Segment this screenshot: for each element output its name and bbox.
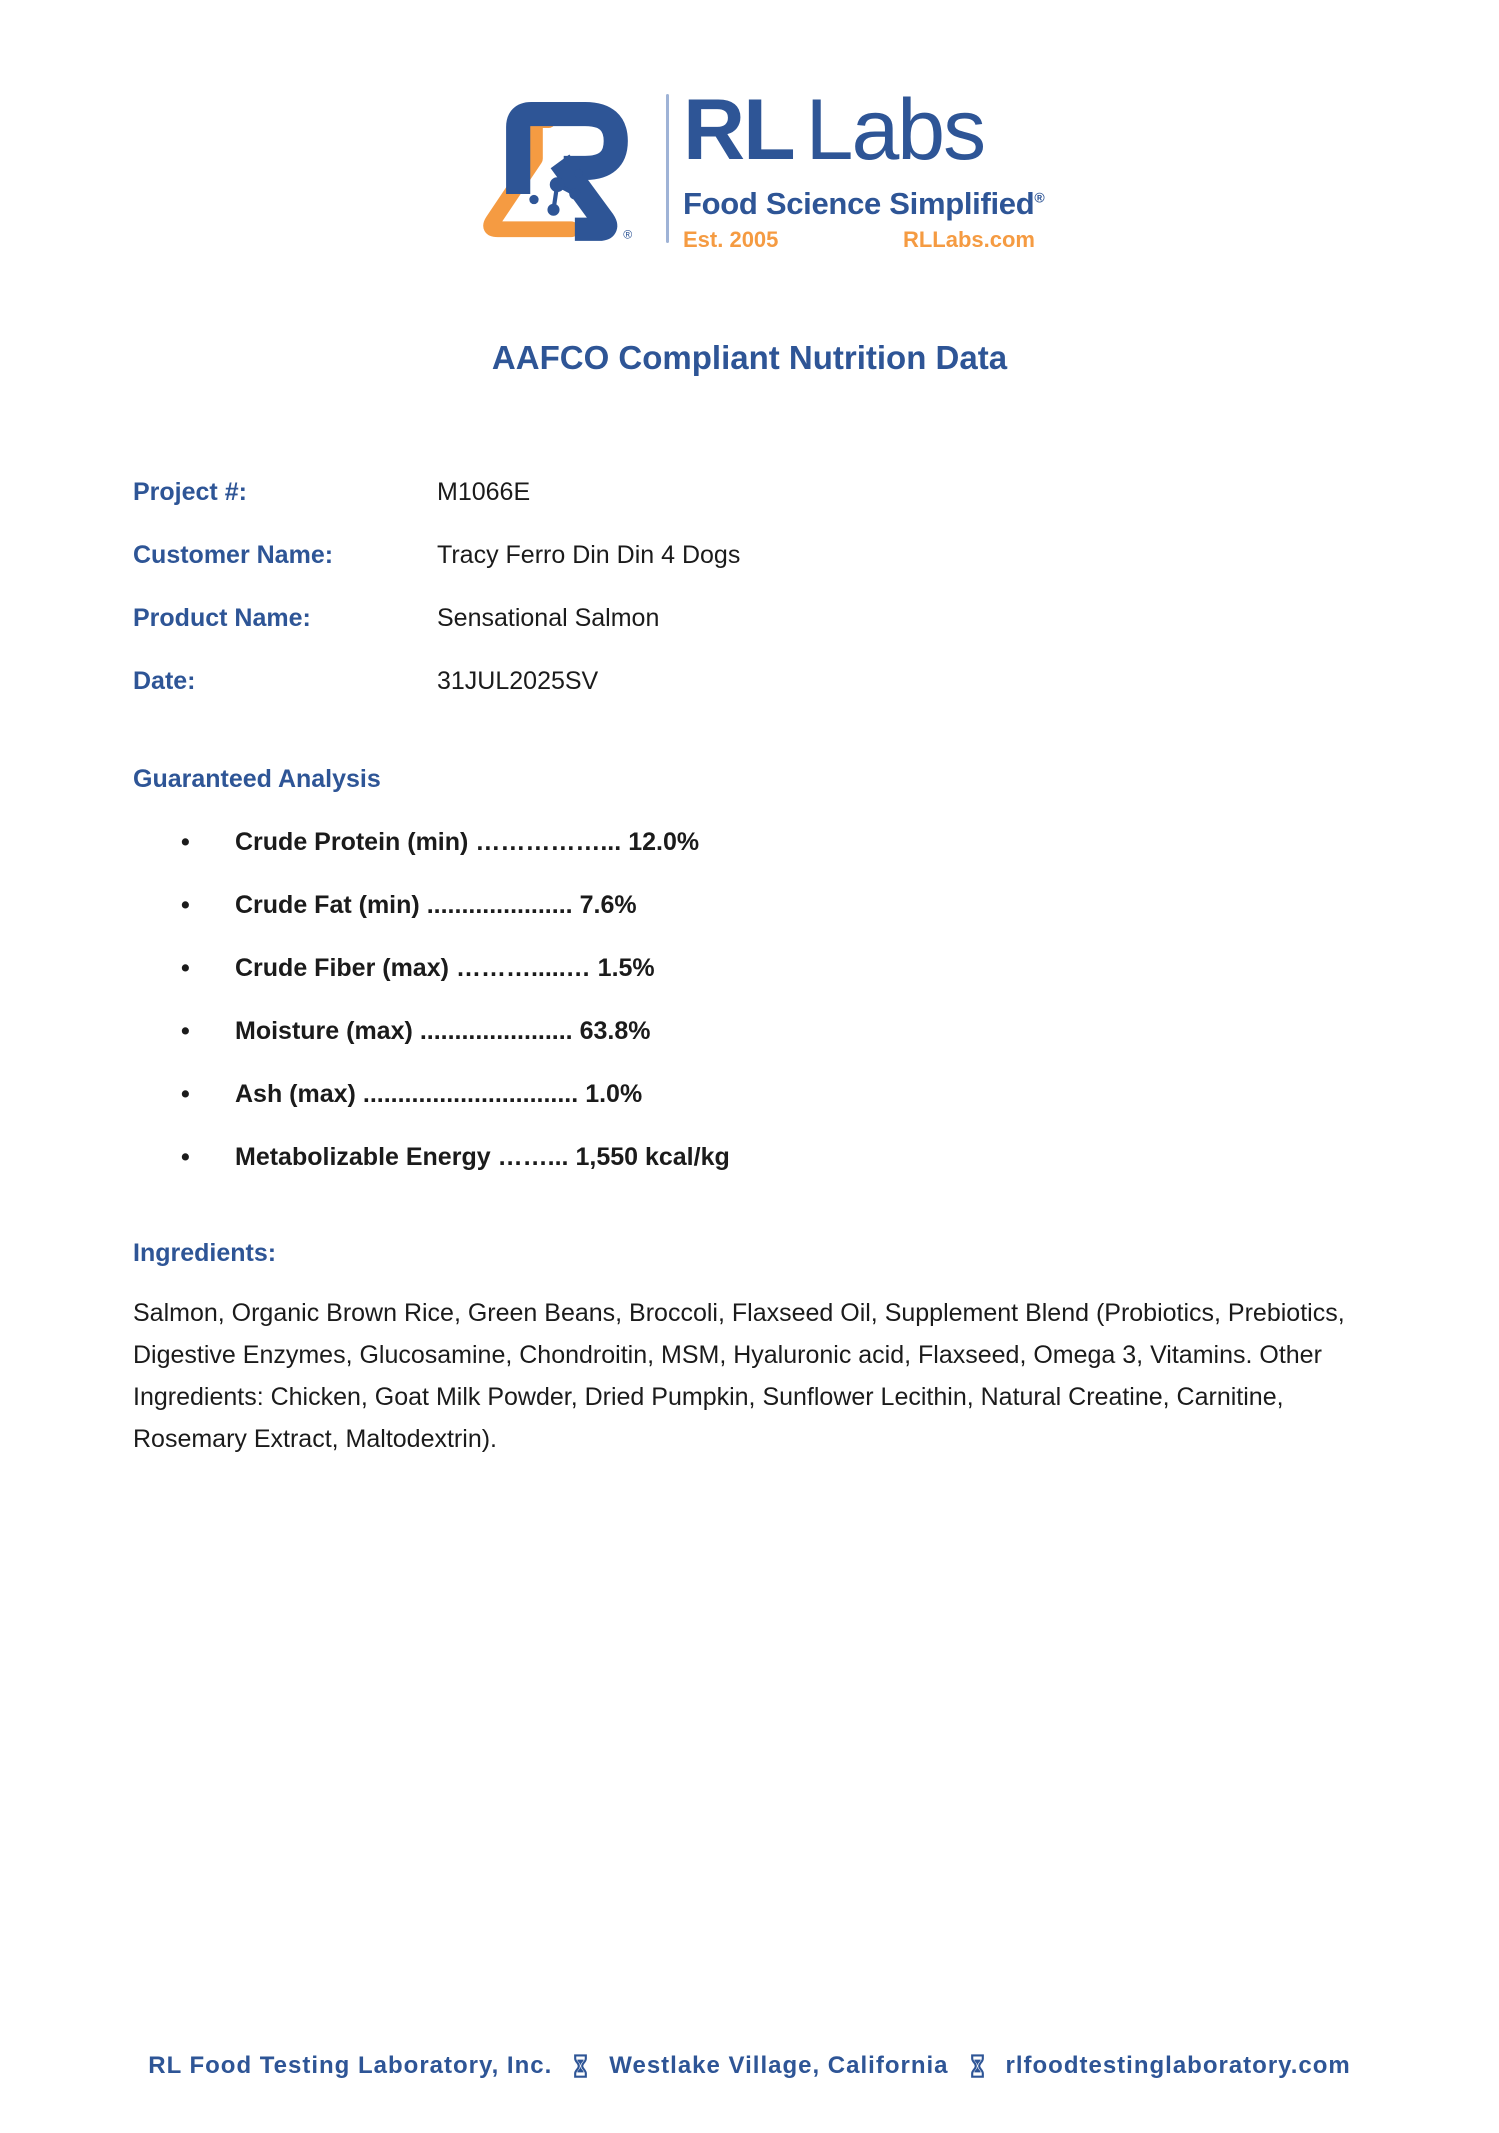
brand-established: Est. 2005 (683, 226, 779, 252)
rl-labs-logo: ® RL Labs Food Science Simplified® Est. 2… (464, 87, 1045, 253)
footer-company: RL Food Testing Laboratory, Inc. (148, 2052, 553, 2079)
detail-value: M1066E (437, 477, 531, 506)
dot-leader: ..................... (426, 890, 573, 919)
dot-leader: ...................... (419, 1016, 573, 1045)
nutrient-value: 1.5% (597, 953, 655, 982)
dot-leader: ……….....… (455, 953, 591, 982)
detail-label: Project #: (133, 477, 247, 506)
footer-website: rlfoodtestinglaboratory.com (1005, 2052, 1351, 2079)
page-footer: RL Food Testing Laboratory, Inc. Westlak… (0, 2052, 1499, 2080)
flask-logo-icon: ® (483, 101, 632, 242)
dot-leader: ............................... (362, 1079, 579, 1108)
detail-row-date: Date: 31JUL2025SV (133, 666, 1499, 696)
dot-leader: ……………... (475, 827, 622, 856)
nutrient-value: 12.0% (628, 827, 700, 856)
list-item: Crude Protein (min) ……………... 12.0% (133, 827, 1499, 857)
hourglass-icon (574, 2054, 588, 2078)
nutrient-name: Ash (max) (235, 1079, 356, 1108)
nutrient-name: Crude Fat (min) (235, 890, 420, 919)
detail-value: 31JUL2025SV (437, 666, 599, 695)
list-item: Moisture (max) ...................... 63… (133, 1016, 1499, 1046)
list-item: Metabolizable Energy ……... 1,550 kcal/kg (133, 1142, 1499, 1172)
nutrient-name: Moisture (max) (235, 1016, 413, 1045)
ingredients-paragraph: Salmon, Organic Brown Rice, Green Beans,… (133, 1298, 1345, 1453)
guaranteed-analysis-list: Crude Protein (min) ……………... 12.0% Crude… (0, 827, 1499, 1172)
brand-subrow: Est. 2005 RLLabs.com (683, 227, 1035, 253)
flask-registered-mark: ® (623, 228, 632, 242)
brand-name: RL Labs (683, 87, 1035, 173)
logo-header: ® RL Labs Food Science Simplified® Est. 2… (0, 0, 1499, 253)
dot-leader: ……... (497, 1142, 569, 1171)
molecule-icon (529, 169, 583, 216)
brand-tagline: Food Science Simplified® (683, 185, 1045, 221)
ingredients-heading: Ingredients: (133, 1238, 277, 1267)
logo-text-block: RL Labs Food Science Simplified® Est. 200… (683, 87, 1045, 253)
nutrient-name: Metabolizable Energy (235, 1142, 491, 1171)
detail-value: Tracy Ferro Din Din 4 Dogs (437, 540, 741, 569)
page-title: AAFCO Compliant Nutrition Data (491, 338, 1008, 376)
nutrient-value: 1,550 kcal/kg (575, 1142, 730, 1171)
detail-value: Sensational Salmon (437, 603, 660, 632)
nutrient-value: 7.6% (579, 890, 637, 919)
detail-row-product-name: Product Name: Sensational Salmon (133, 603, 1499, 633)
nutrient-value: 63.8% (579, 1016, 651, 1045)
project-details: Project #: M1066E Customer Name: Tracy F… (133, 477, 1499, 696)
detail-label: Date: (133, 666, 196, 695)
detail-row-project-number: Project #: M1066E (133, 477, 1499, 507)
brand-name-bold: RL (683, 82, 796, 178)
list-item: Crude Fiber (max) ……….....… 1.5% (133, 953, 1499, 983)
detail-row-customer-name: Customer Name: Tracy Ferro Din Din 4 Dog… (133, 540, 1499, 570)
logo-divider (666, 94, 669, 243)
detail-label: Customer Name: (133, 540, 334, 569)
guaranteed-analysis-heading: Guaranteed Analysis (133, 764, 381, 793)
registered-mark: ® (1034, 189, 1045, 206)
brand-website: RLLabs.com (902, 226, 1035, 252)
list-item: Ash (max) ..............................… (133, 1079, 1499, 1109)
detail-label: Product Name: (133, 603, 311, 632)
nutrient-name: Crude Fiber (max) (235, 953, 449, 982)
hourglass-icon (970, 2054, 984, 2078)
footer-location: Westlake Village, California (609, 2052, 949, 2079)
list-item: Crude Fat (min) ..................... 7.… (133, 890, 1499, 920)
nutrient-name: Crude Protein (min) (235, 827, 469, 856)
nutrient-value: 1.0% (585, 1079, 643, 1108)
brand-name-light: Labs (805, 82, 986, 178)
